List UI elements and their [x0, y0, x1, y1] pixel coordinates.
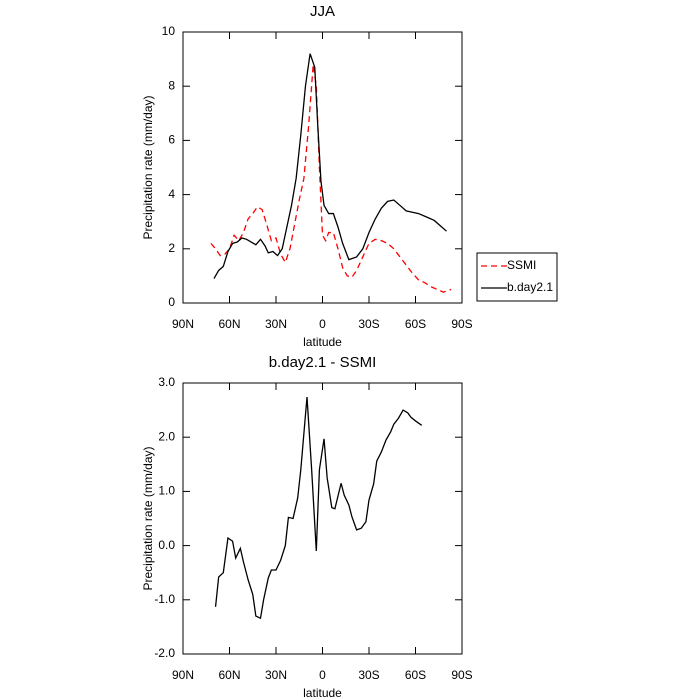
- y-tick-label: 6: [168, 133, 175, 147]
- x-tick-label: 90N: [172, 317, 194, 331]
- data-line: [213, 53, 447, 279]
- legend-label: SSMI: [507, 258, 536, 272]
- y-tick-label: 10: [162, 24, 176, 38]
- y-tick-label: 4: [168, 187, 175, 201]
- y-tick-label: 3.0: [158, 375, 175, 389]
- x-tick-label: 30N: [265, 668, 287, 682]
- y-tick-label: -2.0: [154, 646, 175, 660]
- x-tick-label: 0: [319, 668, 326, 682]
- y-tick-label: 2: [168, 241, 175, 255]
- plot-frame: [182, 31, 463, 304]
- x-axis-label: latitude: [303, 335, 342, 349]
- plot-frame: [182, 382, 463, 655]
- y-tick-label: 0: [168, 295, 175, 309]
- y-tick-label: -1.0: [154, 592, 175, 606]
- x-tick-label: 60S: [405, 317, 426, 331]
- x-tick-label: 30S: [358, 317, 379, 331]
- y-axis-label: Precipitation rate (mm/day): [141, 446, 155, 590]
- y-axis-label: Precipitation rate (mm/day): [141, 95, 155, 239]
- data-line: [214, 397, 423, 620]
- x-tick-label: 0: [319, 317, 326, 331]
- x-tick-label: 60N: [218, 668, 240, 682]
- legend-box: [476, 252, 558, 302]
- legend-label: b.day2.1: [507, 280, 553, 294]
- y-tick-label: 8: [168, 78, 175, 92]
- y-tick-label: 1.0: [158, 484, 175, 498]
- x-tick-label: 90N: [172, 668, 194, 682]
- x-tick-label: 60S: [405, 668, 426, 682]
- panel-title: JJA: [310, 3, 335, 20]
- x-tick-label: 60N: [218, 317, 240, 331]
- y-tick-label: 2.0: [158, 429, 175, 443]
- x-tick-label: 90S: [451, 668, 472, 682]
- x-tick-label: 30N: [265, 317, 287, 331]
- data-line: [210, 64, 452, 293]
- x-tick-label: 30S: [358, 668, 379, 682]
- x-tick-label: 90S: [451, 317, 472, 331]
- panel-title: b.day2.1 - SSMI: [269, 354, 377, 371]
- x-axis-label: latitude: [303, 686, 342, 700]
- y-tick-label: 0.0: [158, 538, 175, 552]
